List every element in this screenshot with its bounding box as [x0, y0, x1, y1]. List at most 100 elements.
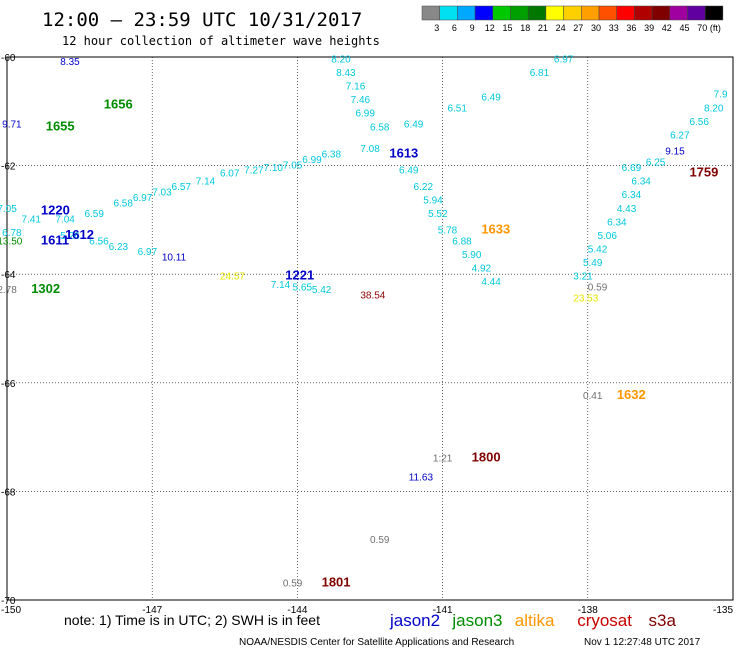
wave-height-value: 0.59	[588, 282, 608, 293]
legend-swatch	[545, 5, 564, 21]
wave-height-value: 6.51	[447, 103, 467, 114]
wave-height-value: 7.9	[714, 90, 728, 101]
wave-height-value: 13.50	[0, 236, 23, 247]
wave-height-value: 8.35	[60, 57, 80, 68]
wave-height-value: 5.90	[462, 250, 482, 261]
wave-height-value: 6.97	[138, 247, 158, 258]
wave-height-value: 11.63	[409, 473, 434, 484]
time-label: 1759	[689, 164, 718, 179]
wave-height-value: 24.57	[220, 272, 245, 283]
wave-height-value: 4.44	[481, 277, 501, 288]
graticule	[7, 57, 733, 600]
wave-height-value: 6.34	[622, 190, 642, 201]
legend-label: 27	[573, 23, 583, 33]
y-tick-label: -70	[1, 596, 16, 607]
note-text: note: 1) Time is in UTC; 2) SWH is in fe…	[64, 612, 320, 628]
legend-swatch	[669, 5, 688, 21]
wave-height-value: 7.05	[283, 160, 303, 171]
satellite-legend-altika: altika	[515, 611, 555, 630]
x-tick-label: -138	[578, 605, 598, 616]
time-label: 1632	[617, 387, 646, 402]
y-tick-label: -60	[1, 53, 16, 64]
map-frame	[6, 56, 734, 601]
satellite-legend-s3a: s3a	[649, 611, 677, 630]
satellite-legend-jason3: jason3	[451, 611, 502, 630]
x-tick-label: -147	[142, 605, 162, 616]
time-label: 1220	[41, 202, 70, 217]
wave-height-value: 7.08	[360, 144, 380, 155]
legend-swatch	[563, 5, 582, 21]
legend-label: 39	[644, 23, 654, 33]
time-label: 1801	[322, 574, 351, 589]
wave-height-value: 6.58	[370, 122, 390, 133]
wave-height-value: 6.34	[631, 177, 651, 188]
time-label: 1655	[46, 118, 75, 133]
legend-label: 45	[679, 23, 689, 33]
time-label: 1612	[65, 227, 94, 242]
wave-height-value: 10.11	[162, 253, 187, 264]
legend-label: 18	[520, 23, 530, 33]
wave-height-value: 5.65	[293, 282, 313, 293]
legend-swatch	[492, 5, 511, 21]
wave-height-value: 6.97	[133, 193, 153, 204]
time-label: 1611	[41, 232, 69, 247]
wave-height-value: 38.54	[360, 291, 385, 302]
axis-ticks: -150 -147 -144 -141 -138 -135 -60 -62 -64 -66 -68 -…	[1, 53, 733, 616]
wave-height-value: 7.16	[346, 82, 366, 93]
wave-height-value: 6.69	[622, 163, 642, 174]
satellite-legend-jason2: jason2	[389, 611, 440, 630]
wave-height-value: 6.58	[113, 198, 133, 209]
wave-height-value: 6.57	[172, 182, 192, 193]
wave-height-value: 6.81	[530, 68, 550, 79]
wave-height-value: 6.49	[404, 120, 424, 131]
x-tick-label: -141	[433, 605, 453, 616]
wave-height-value: 6.56	[689, 117, 709, 128]
y-tick-label: -64	[1, 270, 16, 281]
wave-height-value: 7.14	[271, 280, 291, 291]
legend-swatch	[651, 5, 671, 21]
wave-height-value: 7.14	[196, 177, 216, 188]
legend-swatch	[439, 5, 458, 21]
wave-height-value: 5.42	[312, 285, 332, 296]
y-tick-label: -68	[1, 487, 16, 498]
wave-height-value: 9.15	[665, 147, 685, 158]
wave-height-value: 6.22	[414, 182, 434, 193]
wave-height-value: 5.94	[423, 196, 443, 207]
wave-height-value: 6.56	[89, 236, 109, 247]
wave-height-value: 2.78	[0, 285, 17, 296]
wave-height-value: 5.42	[588, 244, 608, 255]
wave-height-value: 3.21	[573, 272, 593, 283]
wave-height-value: 7.41	[22, 215, 42, 226]
time-label: 1656	[104, 97, 133, 112]
timestamp-text: Nov 1 12:27:48 UTC 2017	[584, 637, 701, 648]
wave-height-labels: 8.35 8.20 8.43 7.16 7.46 6.99 6.97 6.81 6.49 6.51…	[0, 54, 728, 589]
time-label: 1302	[31, 281, 60, 296]
legend-label: 21	[538, 23, 548, 33]
wave-height-value: 6.38	[322, 149, 342, 160]
legend-label: 3	[434, 23, 439, 33]
wave-height-value: 5.52	[428, 209, 448, 220]
legend-label: 6	[452, 23, 457, 33]
wave-height-value: 0.59	[370, 535, 390, 546]
wave-height-value: 7.46	[351, 95, 371, 106]
legend-swatch	[527, 5, 547, 21]
wave-height-value: 1:21	[433, 454, 453, 465]
wave-height-value: 6.27	[670, 130, 690, 141]
legend-swatch	[457, 5, 476, 21]
color-scale-legend: 3 6 9 12 15 18 21 24 27 30 33 36 39 42 45 70 (ft)	[421, 5, 724, 33]
wave-height-value: 8.20	[704, 103, 724, 114]
wave-height-value: 4.43	[617, 204, 637, 215]
legend-swatch	[616, 5, 635, 21]
wave-height-value: 6.99	[355, 109, 375, 120]
legend-label: 42	[662, 23, 672, 33]
x-tick-label: -135	[713, 605, 733, 616]
wave-height-value: 6.99	[302, 155, 322, 166]
legend-label: 9	[470, 23, 475, 33]
wave-height-value: 6.25	[646, 158, 666, 169]
wave-height-value: 6.59	[84, 209, 104, 220]
wave-height-value: 9.71	[2, 120, 22, 131]
wave-height-value: 7.10	[264, 163, 284, 174]
wave-height-value: 7.27	[244, 166, 264, 177]
legend-label: 36	[626, 23, 636, 33]
time-label: 1221	[285, 268, 314, 283]
